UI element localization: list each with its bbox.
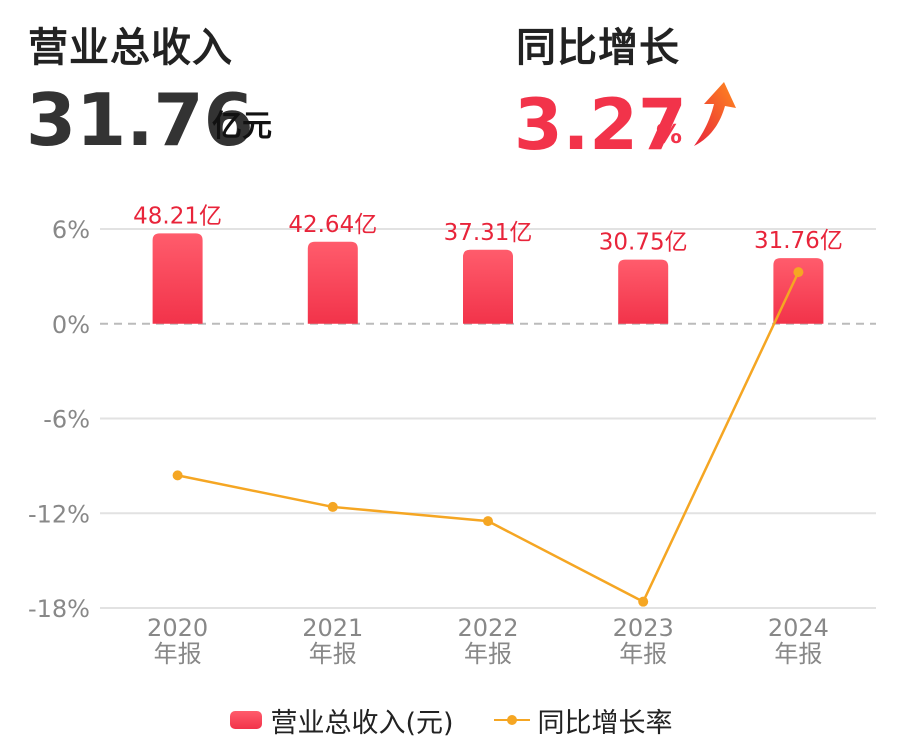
bar-data-label: 48.21亿: [133, 203, 222, 229]
growth-point: [793, 267, 804, 278]
bar-data-label: 30.75亿: [599, 230, 688, 256]
chart-legend: 营业总收入(元) 同比增长率: [0, 701, 903, 740]
growth-kpi-unit: %: [656, 120, 683, 150]
legend-item-growth[interactable]: 同比增长率: [493, 701, 673, 740]
legend-bar-swatch: [230, 711, 263, 729]
revenue-bar: [773, 258, 824, 324]
x-tick-sublabel: 年报: [774, 640, 822, 668]
bar-data-label: 37.31亿: [444, 220, 533, 246]
y-tick-label: 6%: [52, 216, 90, 244]
x-tick-sublabel: 年报: [464, 640, 512, 668]
legend-line-swatch: [493, 711, 530, 729]
x-tick-label: 2024: [768, 614, 829, 642]
revenue-bar: [463, 249, 513, 324]
y-tick-label: -6%: [43, 406, 90, 434]
revenue-kpi-label: 营业总收入: [28, 25, 233, 71]
growth-point: [638, 596, 649, 607]
x-tick-sublabel: 年报: [154, 640, 202, 668]
bar-data-label: 42.64亿: [288, 212, 377, 238]
x-tick-label: 2022: [457, 614, 518, 642]
growth-point: [483, 516, 493, 527]
bar-data-label: 31.76亿: [754, 228, 843, 254]
revenue-bar: [618, 259, 669, 324]
revenue-growth-chart: 6% 0% -6% -12% -18% 48.21亿 42.64亿 37.31亿 30.75亿 3…: [28, 203, 876, 668]
x-tick-label: 2020: [147, 614, 208, 642]
y-tick-label: -18%: [28, 595, 90, 623]
x-tick-sublabel: 年报: [309, 640, 357, 668]
x-tick-sublabel: 年报: [619, 640, 667, 668]
legend-label-revenue: 营业总收入(元): [270, 707, 454, 739]
legend-item-revenue[interactable]: 营业总收入(元): [230, 701, 454, 740]
revenue-kpi-unit: 亿元: [212, 109, 272, 144]
growth-point: [327, 501, 338, 512]
y-tick-label: -12%: [28, 500, 90, 528]
growth-point: [172, 470, 183, 481]
growth-kpi-label: 同比增长: [516, 25, 680, 71]
legend-label-growth: 同比增长率: [537, 707, 673, 739]
revenue-kpi-value: 31.76: [26, 78, 254, 162]
revenue-bar: [307, 241, 358, 324]
growth-kpi-value: 3.27: [514, 84, 687, 166]
x-tick-label: 2023: [613, 614, 674, 642]
revenue-bar: [152, 233, 203, 324]
x-tick-label: 2021: [302, 614, 363, 642]
up-arrow-icon: [694, 82, 736, 146]
y-tick-label: 0%: [52, 311, 90, 339]
